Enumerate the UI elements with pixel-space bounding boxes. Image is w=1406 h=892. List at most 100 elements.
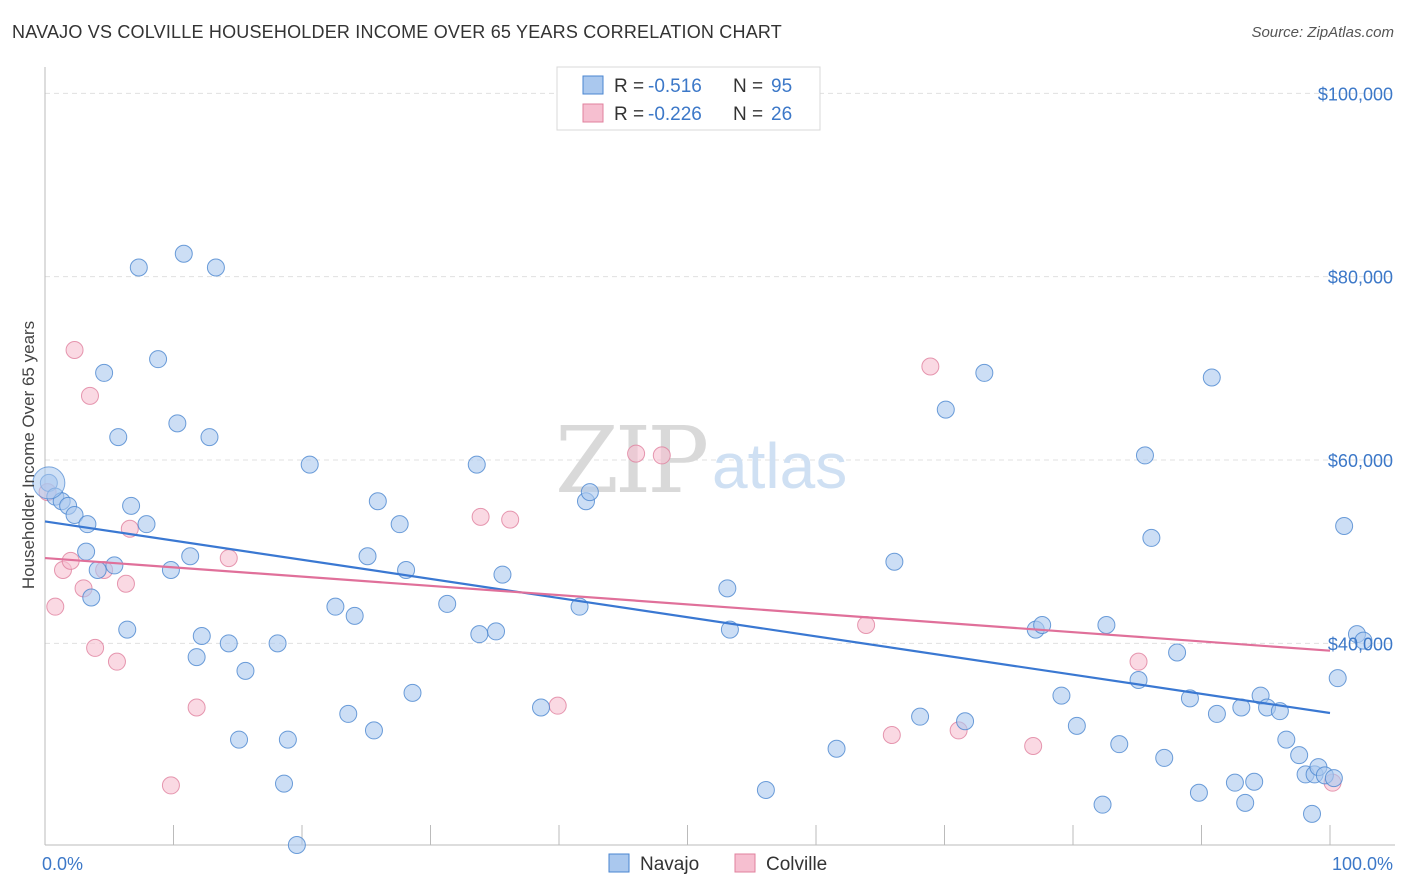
navajo-point-6: [78, 515, 97, 534]
navajo-point-54: [827, 739, 846, 758]
y-tick-label-0: $40,000: [1328, 634, 1393, 654]
navajo-point-31: [287, 836, 306, 854]
navajo-point-50: [580, 483, 599, 502]
colville-point-4: [65, 341, 84, 359]
legend-bottom: Navajo Colville: [608, 853, 827, 875]
navajo-point-78: [1236, 793, 1255, 812]
navajo-point-large: [32, 466, 66, 500]
colville-point-12: [161, 776, 180, 795]
x-tick-label-1: 100.0%: [1332, 854, 1393, 874]
legend-bottom-swatch-navajo: [608, 853, 630, 873]
navajo-point-33: [326, 597, 345, 616]
legend-n-value-colville: 26: [771, 104, 792, 125]
colville-point-17: [548, 696, 567, 715]
navajo-point-18: [168, 414, 187, 433]
navajo-point-4: [65, 506, 84, 524]
navajo-point-90: [1324, 769, 1343, 788]
navajo-point-91: [1328, 669, 1347, 688]
navajo-point-68: [1135, 446, 1154, 465]
navajo-point-12: [118, 620, 137, 639]
navajo-point-69: [1142, 528, 1161, 547]
colville-point-6: [80, 386, 99, 405]
navajo-points: [32, 244, 1373, 854]
axes: [44, 67, 1395, 846]
y-tick-label-3: $100,000: [1318, 84, 1393, 104]
navajo-point-10: [105, 556, 124, 575]
navajo-point-20: [181, 547, 200, 566]
legend-n-value-navajo: 95: [771, 76, 792, 97]
colville-point-1: [46, 597, 65, 616]
legend-r-label-navajo: R =: [614, 76, 644, 97]
navajo-point-13: [122, 496, 141, 515]
navajo-point-94: [1354, 631, 1373, 650]
navajo-trend-line: [44, 520, 1331, 715]
navajo-point-86: [1303, 804, 1322, 823]
navajo-point-53: [756, 781, 775, 799]
navajo-point-21: [187, 648, 206, 667]
navajo-point-28: [268, 634, 287, 653]
colville-point-25: [1129, 652, 1148, 671]
navajo-point-59: [975, 363, 994, 382]
navajo-point-72: [1180, 689, 1199, 708]
colville-point-24: [1024, 737, 1043, 755]
colville-point-14: [219, 549, 238, 568]
colville-point-18: [627, 444, 646, 463]
navajo-point-29: [275, 774, 294, 793]
navajo-point-74: [1202, 368, 1221, 387]
navajo-point-83: [1277, 730, 1296, 749]
navajo-point-52: [720, 620, 739, 639]
colville-point-20: [857, 616, 876, 634]
navajo-point-76: [1225, 773, 1244, 792]
navajo-point-79: [1245, 772, 1264, 791]
navajo-point-62: [1052, 686, 1071, 705]
navajo-point-63: [1067, 716, 1086, 735]
navajo-point-26: [230, 730, 249, 749]
source-credit: Source: ZipAtlas.com: [1251, 24, 1394, 41]
navajo-point-42: [438, 594, 457, 613]
navajo-point-36: [358, 547, 377, 566]
navajo-point-9: [95, 363, 114, 382]
navajo-point-41: [403, 683, 422, 702]
grid-lines: [45, 92, 1395, 644]
navajo-point-7: [82, 588, 101, 607]
colville-point-9: [107, 652, 126, 671]
legend-r-value-colville: -0.226: [648, 104, 702, 125]
navajo-point-92: [1335, 517, 1354, 535]
colville-point-10: [116, 574, 135, 593]
navajo-point-5: [77, 542, 96, 561]
navajo-point-73: [1189, 783, 1208, 802]
navajo-point-71: [1168, 643, 1187, 662]
navajo-point-43: [467, 455, 486, 474]
legend-n-label-colville: N =: [733, 104, 763, 125]
navajo-point-8: [88, 561, 107, 579]
legend-bottom-label-navajo: Navajo: [640, 854, 699, 875]
legend-r-label-colville: R =: [614, 104, 644, 125]
colville-point-22: [921, 357, 940, 376]
navajo-point-19: [174, 244, 193, 263]
navajo-point-25: [219, 634, 238, 653]
navajo-point-38: [368, 492, 387, 511]
colville-point-21: [882, 726, 901, 744]
navajo-point-84: [1290, 746, 1309, 765]
legend-n-label-navajo: N =: [733, 76, 763, 97]
navajo-point-34: [339, 704, 358, 723]
navajo-point-37: [364, 721, 383, 740]
navajo-point-22: [192, 627, 211, 645]
navajo-point-11: [109, 428, 128, 447]
legend-swatch-colville: [582, 103, 604, 123]
navajo-point-46: [493, 565, 512, 584]
colville-point-19: [652, 446, 671, 465]
navajo-point-24: [206, 258, 225, 277]
colville-trend-line: [44, 556, 1331, 652]
y-axis-title: Householder Income Over 65 years: [19, 321, 38, 589]
legend-bottom-swatch-colville: [734, 853, 756, 873]
colville-point-13: [187, 698, 206, 717]
legend-r-value-navajo: -0.516: [648, 76, 702, 97]
legend-top: R = -0.516 N = 95 R = -0.226 N = 26: [556, 66, 821, 131]
navajo-point-35: [345, 606, 364, 625]
navajo-point-39: [390, 515, 409, 534]
legend-swatch-navajo: [582, 75, 604, 95]
colville-point-7: [86, 638, 105, 657]
navajo-point-55: [885, 552, 904, 571]
